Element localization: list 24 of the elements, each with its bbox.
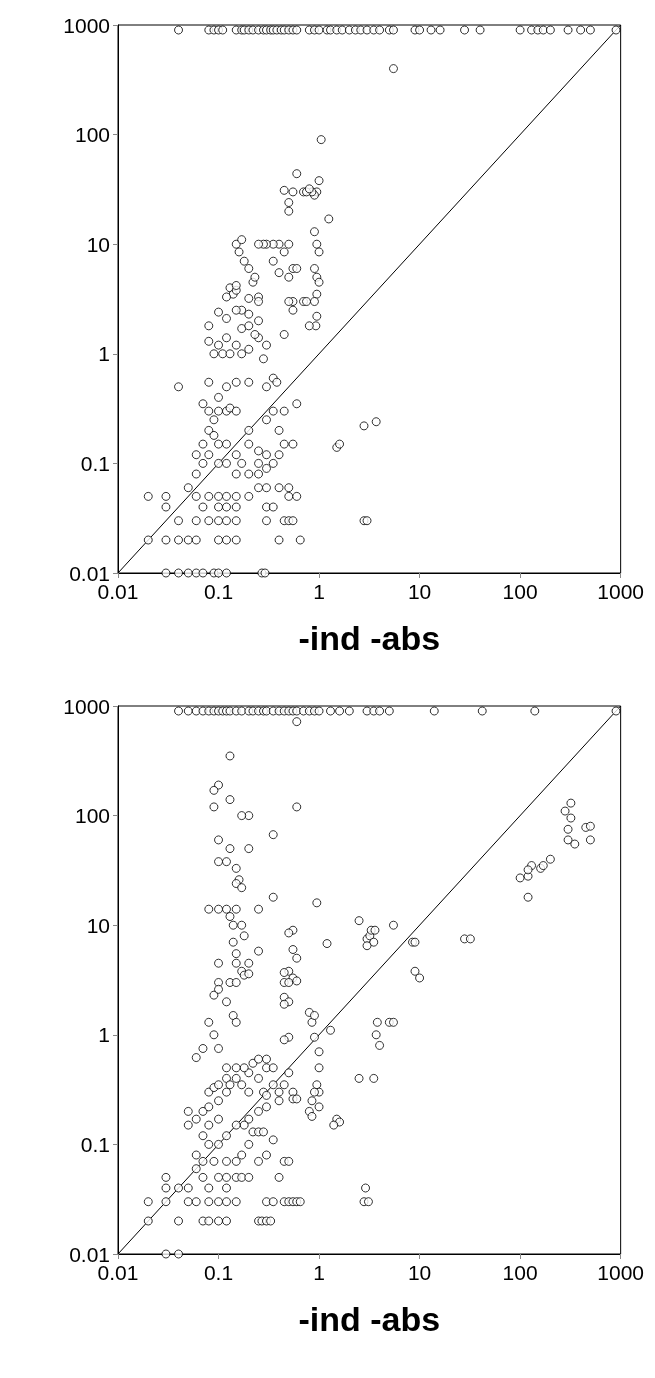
y-tick-label: 0.01 — [69, 561, 110, 585]
y-tick-label: 1 — [98, 342, 110, 366]
x-tick-label: 100 — [502, 580, 538, 603]
y-tick-label: 0.1 — [80, 1132, 110, 1156]
x-tick-label: 1 — [313, 580, 325, 603]
x-tick-label: 0.1 — [203, 1261, 234, 1284]
y-tick-label: 0.01 — [69, 1242, 110, 1266]
x-tick-label: 1 — [313, 1261, 325, 1284]
y-tick-label: 1000 — [63, 13, 110, 37]
x-axis-title: -ind -abs — [298, 619, 441, 657]
x-tick-label: 1000 — [597, 1261, 644, 1284]
x-tick-label: 1000 — [597, 580, 644, 603]
y-tick-label: 100 — [74, 123, 110, 147]
y-tick-label: 1000 — [63, 694, 110, 718]
x-tick-label: 10 — [407, 580, 432, 603]
x-tick-label: 100 — [502, 1261, 538, 1284]
y-tick-label: 0.1 — [80, 451, 110, 475]
x-tick-label: 10 — [407, 1261, 432, 1284]
y-tick-label: 10 — [86, 232, 110, 256]
x-tick-label: 0.1 — [203, 580, 234, 603]
y-tick-label: 100 — [74, 804, 110, 828]
y-tick-label: 1 — [98, 1023, 110, 1047]
x-axis-title: -ind -abs — [298, 1300, 441, 1338]
y-tick-label: 10 — [86, 913, 110, 937]
